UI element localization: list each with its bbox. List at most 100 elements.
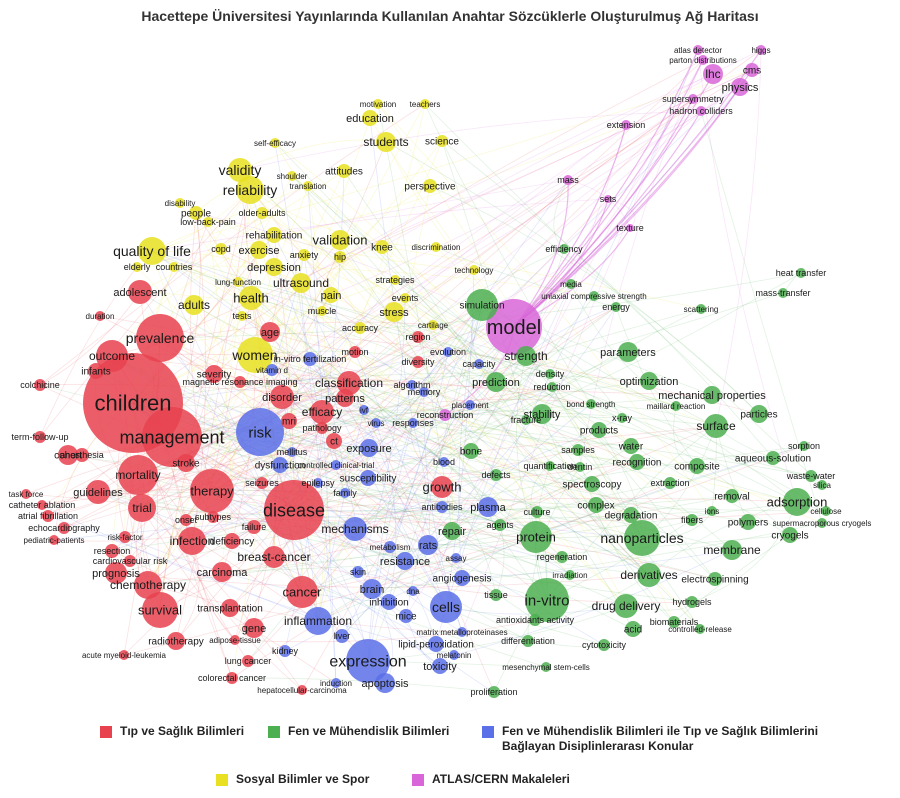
- node-repair[interactable]: [443, 522, 461, 540]
- node-agents[interactable]: [494, 519, 506, 531]
- node-acid[interactable]: [625, 621, 641, 637]
- node-derivatives[interactable]: [637, 563, 661, 587]
- node-mellitus[interactable]: [287, 447, 297, 457]
- node-people[interactable]: [189, 206, 203, 220]
- network-map[interactable]: children management disease prevalence thera…: [0, 30, 900, 720]
- node-exercise[interactable]: [250, 241, 268, 259]
- node-cohort[interactable]: [58, 445, 78, 465]
- node-chemotherapy[interactable]: [134, 571, 162, 599]
- node-patterns[interactable]: [336, 389, 354, 407]
- node-discrimination[interactable]: [431, 242, 441, 252]
- node-mass[interactable]: [563, 175, 573, 185]
- node-risk-factor[interactable]: [119, 531, 131, 543]
- node-diversity[interactable]: [412, 356, 424, 368]
- node-ct[interactable]: [326, 433, 342, 449]
- node-recognition[interactable]: [629, 454, 645, 470]
- node-stress[interactable]: [384, 302, 404, 322]
- node-expression[interactable]: [346, 639, 390, 683]
- node-disorder[interactable]: [270, 385, 294, 409]
- node-teachers[interactable]: [420, 99, 430, 109]
- node-atrial-fibrillation[interactable]: [42, 510, 54, 522]
- node-age[interactable]: [260, 322, 280, 342]
- node-cancer[interactable]: [286, 576, 318, 608]
- node-muscle[interactable]: [317, 306, 327, 316]
- node-kidney[interactable]: [279, 645, 291, 657]
- node-gene[interactable]: [244, 618, 264, 638]
- node-inflammation[interactable]: [304, 607, 332, 635]
- node-fracture[interactable]: [521, 415, 531, 425]
- node-management[interactable]: [142, 407, 202, 467]
- node-inhibition[interactable]: [381, 594, 397, 610]
- node-cells[interactable]: [430, 591, 462, 623]
- node-lung-cancer[interactable]: [242, 655, 254, 667]
- node-motivation[interactable]: [373, 99, 383, 109]
- node-mass-transfer[interactable]: [778, 288, 788, 298]
- node-parton-distributions[interactable]: [698, 55, 708, 65]
- node-in-vitro[interactable]: [525, 578, 569, 622]
- node-algorithm[interactable]: [407, 380, 417, 390]
- node-infection[interactable]: [178, 527, 206, 555]
- node-in-vitro-fertilization[interactable]: [303, 352, 317, 366]
- node-evolution[interactable]: [443, 347, 453, 357]
- node-maillard-reaction[interactable]: [671, 401, 681, 411]
- node-susceptibility[interactable]: [360, 470, 376, 486]
- node-pain[interactable]: [323, 287, 339, 303]
- node-adsorption[interactable]: [783, 488, 811, 516]
- node-vitamin-d[interactable]: [266, 364, 278, 376]
- node-prognosis[interactable]: [105, 562, 127, 584]
- node-pediatric-patients[interactable]: [49, 535, 59, 545]
- node-transplantation[interactable]: [221, 599, 239, 617]
- node-polymers[interactable]: [740, 514, 756, 530]
- node-mri[interactable]: [281, 413, 297, 429]
- node-rats[interactable]: [418, 535, 438, 555]
- node-dentin[interactable]: [575, 462, 585, 472]
- node-samples[interactable]: [572, 444, 584, 456]
- node-capacity[interactable]: [474, 359, 484, 369]
- node-outcome[interactable]: [96, 340, 128, 372]
- node-liver[interactable]: [335, 629, 349, 643]
- node-rehabilitation[interactable]: [266, 227, 282, 243]
- node-surface[interactable]: [704, 414, 728, 438]
- node-resection[interactable]: [105, 544, 119, 558]
- node-physics[interactable]: [731, 78, 749, 96]
- node-degradation[interactable]: [623, 507, 639, 523]
- node-brain[interactable]: [362, 579, 382, 599]
- node-stability[interactable]: [532, 404, 552, 424]
- node-cms[interactable]: [745, 63, 759, 77]
- node-failure[interactable]: [247, 520, 261, 534]
- node-hepatocellular-carcinoma[interactable]: [297, 685, 307, 695]
- node-cellulose[interactable]: [821, 506, 831, 516]
- node-disease[interactable]: [264, 480, 324, 540]
- node-education[interactable]: [362, 110, 378, 126]
- node-breast-cancer[interactable]: [263, 546, 285, 568]
- node-quantification[interactable]: [545, 461, 555, 471]
- node-placement[interactable]: [465, 400, 475, 410]
- node-reduction[interactable]: [547, 382, 557, 392]
- node-task-force[interactable]: [21, 489, 31, 499]
- node-radiotherapy[interactable]: [167, 632, 185, 650]
- node-supermacroporous-cryogels[interactable]: [817, 518, 827, 528]
- node-pathology[interactable]: [316, 422, 328, 434]
- node-efficacy[interactable]: [310, 400, 334, 424]
- node-electrospinning[interactable]: [708, 572, 722, 586]
- node-sorption[interactable]: [799, 441, 809, 451]
- node-supersymmetry[interactable]: [688, 94, 698, 104]
- node-protein[interactable]: [520, 521, 552, 553]
- node-sets[interactable]: [604, 195, 612, 203]
- node-toxicity[interactable]: [432, 658, 448, 674]
- node-memory[interactable]: [419, 387, 429, 397]
- node-countries[interactable]: [169, 262, 179, 272]
- node-shoulder[interactable]: [287, 171, 297, 181]
- node-higgs[interactable]: [756, 45, 766, 55]
- node-stroke[interactable]: [177, 454, 195, 472]
- node-strategies[interactable]: [390, 275, 400, 285]
- node-elderly[interactable]: [132, 262, 142, 272]
- node-plasma[interactable]: [478, 497, 498, 517]
- node-risk[interactable]: [236, 408, 284, 456]
- node-ultrasound[interactable]: [291, 273, 311, 293]
- node-responses[interactable]: [408, 418, 418, 428]
- node-depression[interactable]: [265, 258, 283, 276]
- node-bone[interactable]: [463, 443, 479, 459]
- node-removal[interactable]: [725, 489, 739, 503]
- node-optimization[interactable]: [640, 372, 658, 390]
